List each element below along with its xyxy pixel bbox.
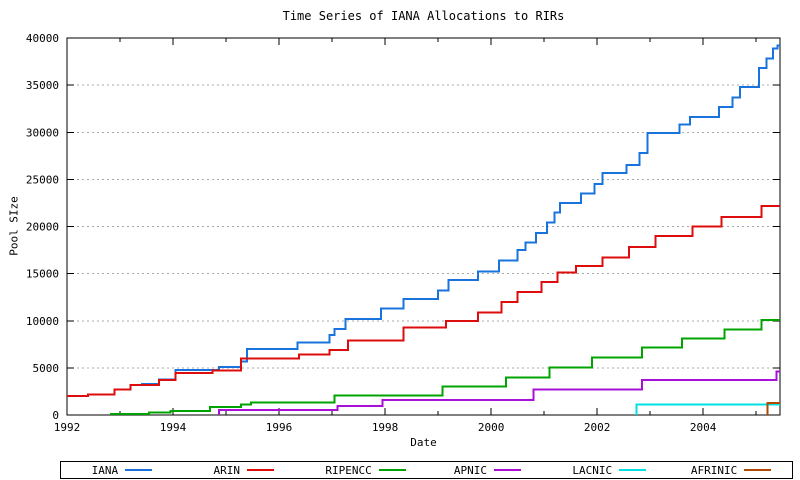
legend-label-afrinic: AFRINIC bbox=[690, 463, 738, 477]
legend-item-apnic: APNIC bbox=[426, 462, 548, 478]
legend-item-arin: ARIN bbox=[183, 462, 305, 478]
legend-label-lacnic: LACNIC bbox=[572, 463, 613, 477]
x-tick-label: 2004 bbox=[690, 421, 717, 434]
legend-line-sample-arin bbox=[246, 469, 274, 471]
chart-title: Time Series of IANA Allocations to RIRs bbox=[282, 9, 565, 23]
legend-label-iana: IANA bbox=[91, 463, 119, 477]
series-line-ripencc bbox=[109, 318, 780, 416]
plot-area: 0 5000 10000 15000 20000 25000 30000 35000 40000… bbox=[26, 32, 781, 434]
series-line-arin bbox=[67, 204, 780, 398]
legend-label-arin: ARIN bbox=[213, 463, 240, 477]
y-tick-label: 40000 bbox=[26, 32, 59, 45]
x-tick-label: 1998 bbox=[372, 421, 399, 434]
y-tick-label: 20000 bbox=[26, 221, 59, 234]
legend-line-sample-ripencc bbox=[378, 469, 406, 471]
series-line-apnic bbox=[218, 370, 780, 415]
legend-label-ripencc: RIPENCC bbox=[325, 463, 372, 477]
y-tick-label: 25000 bbox=[26, 173, 59, 186]
y-tick-label: 30000 bbox=[26, 126, 59, 139]
x-tick-label: 2002 bbox=[584, 421, 611, 434]
legend-item-ripencc: RIPENCC bbox=[305, 462, 427, 478]
legend: IANA ARIN RIPENCC APNIC LACNIC AFRINIC bbox=[60, 461, 793, 479]
x-tick-label: 1992 bbox=[54, 421, 81, 434]
series-line-afrinic bbox=[766, 402, 780, 415]
legend-line-sample-apnic bbox=[493, 469, 521, 471]
y-tick-label: 0 bbox=[52, 409, 59, 422]
series-line-lacnic bbox=[635, 403, 780, 415]
legend-line-sample-iana bbox=[125, 469, 153, 471]
x-tick-label: 1996 bbox=[266, 421, 293, 434]
legend-item-afrinic: AFRINIC bbox=[670, 462, 792, 478]
y-tick-label: 15000 bbox=[26, 268, 59, 281]
legend-item-iana: IANA bbox=[61, 462, 183, 478]
x-axis-label: Date bbox=[410, 436, 437, 449]
legend-item-lacnic: LACNIC bbox=[548, 462, 670, 478]
series-line-iana bbox=[141, 44, 780, 385]
y-tick-label: 5000 bbox=[33, 362, 60, 375]
legend-line-sample-afrinic bbox=[744, 469, 772, 471]
x-tick-label: 1994 bbox=[160, 421, 187, 434]
y-tick-label: 10000 bbox=[26, 315, 59, 328]
y-tick-label: 35000 bbox=[26, 79, 59, 92]
legend-label-apnic: APNIC bbox=[453, 463, 487, 477]
x-tick-label: 2000 bbox=[478, 421, 505, 434]
legend-line-sample-lacnic bbox=[619, 469, 647, 471]
